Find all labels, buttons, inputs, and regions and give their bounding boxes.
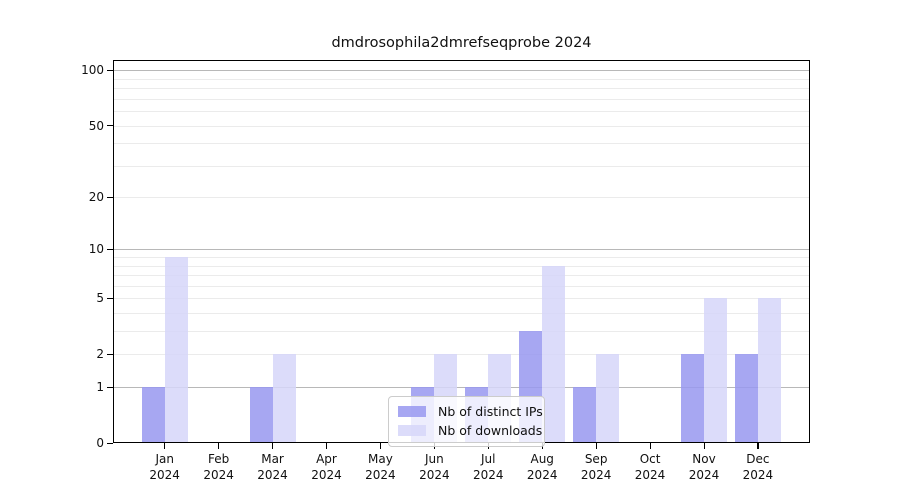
y-axis-tick: [107, 125, 113, 127]
y-axis-tick-label: 50: [88, 118, 104, 133]
y-axis-tick: [107, 297, 113, 300]
y-axis-tick: [107, 386, 113, 388]
y-axis-tick-label: 100: [81, 63, 104, 78]
x-axis-tick-label: Oct 2024: [634, 452, 666, 482]
y-axis-tick: [107, 353, 113, 356]
bar-downloads-mar: [272, 354, 296, 443]
plot-area: 0 1 2 5 10 20 50 100 Jan 2024 Feb 2024 Mar 2024 Apr…: [81, 60, 810, 482]
chart-title: dmdrosophila2dmrefseqprobe 2024: [331, 35, 592, 51]
bar-ips-sep: [573, 387, 597, 443]
bar-ips-mar: [249, 387, 273, 443]
bar-ips-nov: [681, 354, 704, 443]
x-axis-tick-label: Nov 2024: [688, 452, 720, 482]
y-axis-tick-label: 0: [96, 436, 104, 450]
x-axis-tick: [757, 443, 759, 449]
legend-label: Nb of downloads: [438, 423, 543, 438]
bar-downloads-sep: [596, 354, 620, 443]
gridline-major: [113, 70, 810, 72]
gridline-minor: [113, 331, 810, 333]
downloads-swatch: [398, 425, 426, 436]
gridline-minor: [113, 275, 810, 277]
gridline-minor: [113, 143, 810, 145]
gridline-minor: [113, 98, 810, 100]
y-axis-tick-label: 20: [88, 190, 104, 205]
x-axis-tick-label: Dec 2024: [742, 452, 774, 482]
x-axis-tick: [218, 443, 220, 449]
gridline-major: [113, 249, 810, 251]
bar-ips-dec: [734, 354, 758, 443]
gridline-major: [113, 387, 810, 389]
gridline-minor: [113, 285, 810, 287]
bar-downloads-aug: [542, 265, 566, 443]
x-axis-tick-label: Jul 2024: [472, 452, 504, 482]
x-axis-tick-label: Mar 2024: [257, 452, 288, 482]
y-axis-tick: [107, 69, 113, 72]
x-axis-tick: [164, 443, 166, 449]
legend-label: Nb of distinct IPs: [438, 404, 543, 419]
gridline-minor: [113, 111, 810, 113]
y-axis-tick-label: 1: [96, 380, 104, 395]
x-axis-tick: [379, 443, 382, 449]
gridline-minor: [113, 313, 810, 315]
gridline-minor: [113, 88, 810, 90]
x-axis-tick-label: Apr 2024: [311, 452, 342, 482]
bar-ips-jan: [141, 387, 165, 443]
y-axis-tick-label: 2: [96, 347, 104, 362]
x-axis-tick-label: Aug 2024: [526, 452, 558, 482]
bar-downloads-jan: [164, 257, 188, 443]
bar-downloads-dec: [757, 298, 781, 443]
x-axis-tick: [649, 443, 651, 449]
x-axis-tick: [325, 443, 328, 449]
gridline-minor: [113, 125, 810, 127]
distinct-ips-swatch: [398, 406, 426, 417]
y-axis-tick-label: 5: [96, 291, 104, 306]
gridline-minor: [113, 265, 810, 267]
legend: Nb of distinct IPs Nb of downloads: [388, 396, 545, 447]
gridline-minor: [113, 257, 810, 259]
gridline-minor: [113, 165, 810, 167]
y-axis-tick: [107, 196, 113, 199]
x-axis-tick-label: Feb 2024: [203, 452, 234, 482]
y-axis-tick-label: 10: [88, 242, 104, 257]
x-axis-tick-label: Sep 2024: [580, 452, 612, 482]
legend-item-downloads: Nb of downloads: [398, 421, 542, 440]
legend-item-distinct-ips: Nb of distinct IPs: [398, 402, 543, 421]
y-axis-tick: [107, 248, 113, 251]
x-axis-tick: [272, 443, 274, 449]
x-axis-tick: [595, 443, 597, 449]
y-axis-tick: [107, 442, 113, 444]
x-axis-tick-label: Jun 2024: [419, 452, 450, 482]
gridline-minor: [113, 197, 810, 199]
x-axis-tick: [703, 443, 705, 449]
gridline-minor: [113, 78, 810, 80]
x-axis-tick-label: Jan 2024: [149, 452, 180, 482]
bar-downloads-nov: [704, 298, 727, 443]
gridline-minor: [113, 298, 810, 300]
x-axis-tick-label: May 2024: [365, 452, 396, 482]
gridline-minor: [113, 354, 810, 356]
